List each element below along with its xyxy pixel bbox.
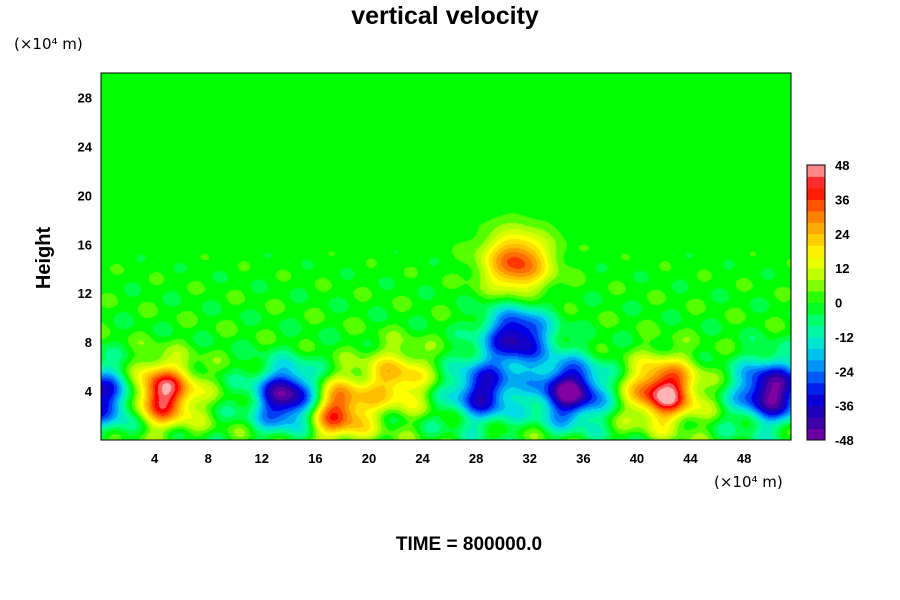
x-tick-label: 36 — [576, 451, 590, 466]
colorbar-cell — [807, 165, 825, 177]
y-tick-label: 16 — [78, 237, 92, 252]
colorbar-cell — [807, 268, 825, 281]
x-tick-label: 20 — [362, 451, 376, 466]
x-tick-label: 32 — [523, 451, 537, 466]
colorbar-cells — [807, 165, 825, 441]
x-unit-label: (×10⁴ m) — [714, 473, 783, 491]
colorbar-tick-label: 24 — [835, 227, 850, 242]
y-tick-labels: 4 8 12 16 20 24 28 — [78, 90, 93, 399]
y-tick-label: 8 — [85, 335, 92, 350]
chart-title: vertical velocity — [351, 2, 539, 30]
x-tick-label: 44 — [683, 451, 698, 466]
colorbar-tick-label: 0 — [835, 296, 842, 311]
colorbar-cell — [807, 417, 825, 430]
colorbar-cell — [807, 382, 825, 395]
colorbar: 48 36 24 12 0 -12 -24 -36 -48 — [806, 158, 855, 448]
colorbar-cell — [807, 176, 825, 189]
colorbar-cell — [807, 302, 825, 315]
colorbar-tick-label: -48 — [835, 433, 854, 448]
colorbar-tick-label: -24 — [835, 364, 855, 379]
colorbar-tick-label: -36 — [835, 399, 854, 414]
x-tick-label: 48 — [737, 451, 751, 466]
colorbar-cell — [807, 325, 825, 338]
colorbar-cell — [807, 336, 825, 349]
colorbar-cell — [807, 210, 825, 223]
x-tick-label: 4 — [151, 451, 159, 466]
velocity-field — [101, 73, 791, 440]
colorbar-cell — [807, 313, 825, 326]
colorbar-cell — [807, 359, 825, 372]
x-tick-label: 16 — [308, 451, 322, 466]
y-unit-label: (×10⁴ m) — [14, 35, 83, 53]
y-tick-label: 24 — [78, 139, 93, 154]
colorbar-cell — [807, 199, 825, 212]
colorbar-cell — [807, 428, 825, 441]
colorbar-tick-labels: 48 36 24 12 0 -12 -24 -36 -48 — [835, 158, 855, 448]
colorbar-cell — [807, 394, 825, 407]
plot-frame — [100, 72, 792, 441]
time-label: TIME = 800000.0 — [396, 534, 542, 555]
x-tick-labels: 4 8 12 16 20 24 28 32 36 40 44 48 — [151, 451, 751, 466]
x-tick-label: 24 — [415, 451, 430, 466]
y-tick-label: 28 — [78, 90, 92, 105]
colorbar-frame — [806, 164, 826, 441]
colorbar-tick-label: 48 — [835, 158, 849, 173]
colorbar-cell — [807, 371, 825, 384]
colorbar-tick-label: 36 — [835, 192, 849, 207]
y-tick-label: 12 — [78, 286, 92, 301]
y-tick-label: 4 — [85, 384, 93, 399]
colorbar-cell — [807, 187, 825, 200]
x-tick-label: 8 — [205, 451, 212, 466]
x-tick-label: 40 — [630, 451, 644, 466]
y-tick-label: 20 — [78, 188, 92, 203]
y-axis-label: Height — [33, 227, 55, 290]
colorbar-cell — [807, 291, 825, 303]
colorbar-cell — [807, 245, 825, 258]
colorbar-cell — [807, 233, 825, 246]
colorbar-cell — [807, 222, 825, 235]
colorbar-cell — [807, 348, 825, 361]
colorbar-cell — [807, 405, 825, 418]
colorbar-cell — [807, 279, 825, 292]
x-tick-label: 28 — [469, 451, 483, 466]
x-tick-label: 12 — [255, 451, 269, 466]
heatmap-plot-area — [100, 72, 792, 441]
colorbar-tick-label: 12 — [835, 261, 849, 276]
colorbar-cell — [807, 256, 825, 269]
colorbar-tick-label: -12 — [835, 330, 854, 345]
